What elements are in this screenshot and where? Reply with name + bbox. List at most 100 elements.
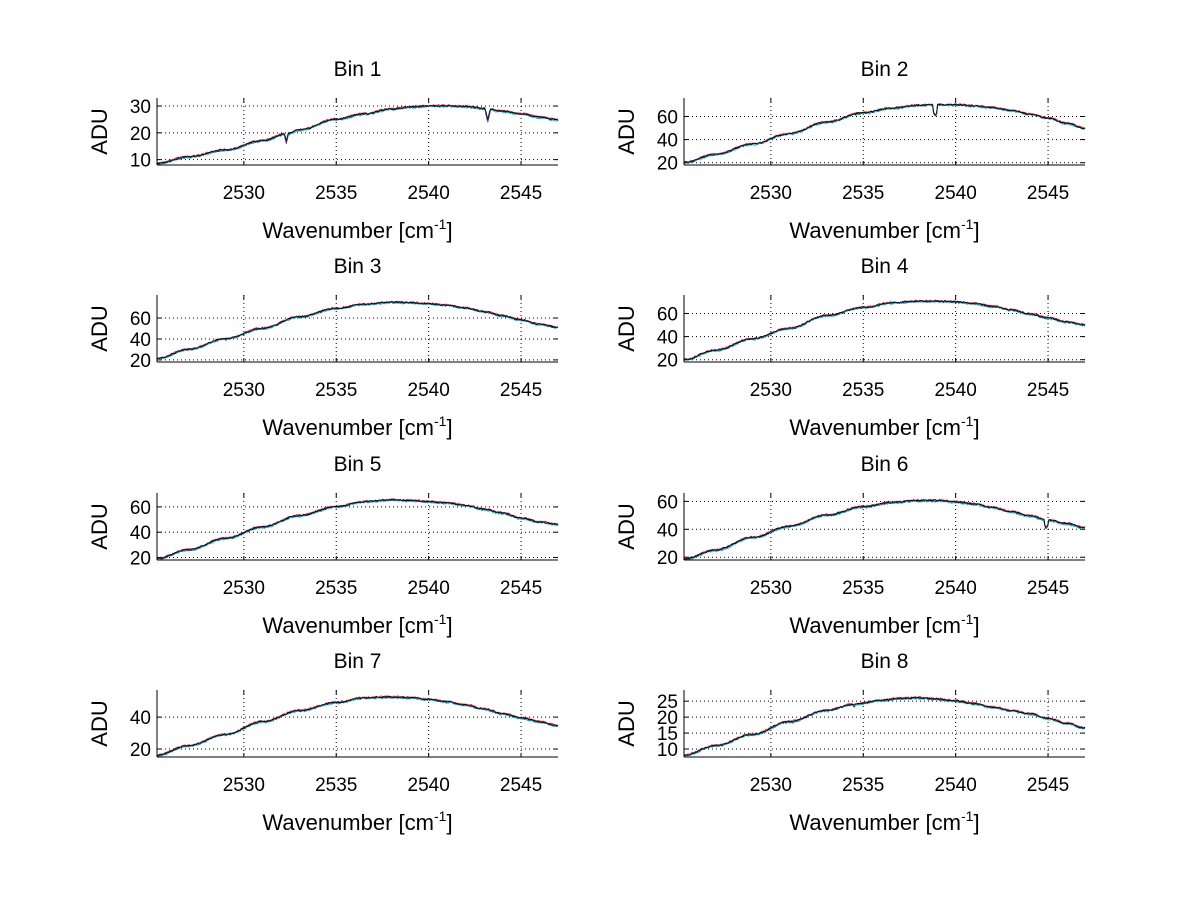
y-tick-label: 60: [657, 492, 678, 513]
x-tick-label: 2530: [750, 578, 792, 599]
y-tick-label: 40: [130, 330, 151, 351]
y-axis-label: ADU: [614, 700, 639, 746]
series-line-3: [156, 301, 559, 361]
x-tick-label: 2535: [842, 183, 884, 204]
x-tick-label: 2540: [408, 380, 450, 401]
series-line-4: [156, 104, 559, 165]
subplot-7: 2530 2535 2540 2545 20 40 Bin 7 Wavenumber [cm-…: [87, 650, 559, 835]
series-line-4: [683, 499, 1086, 561]
subplot-6: 2530 2535 2540 2545 20 40 60 Bin 6 Wavenumber [c…: [614, 453, 1086, 638]
x-tick-label: 2540: [408, 775, 450, 796]
x-axis-label: Wavenumber [cm-1]: [789, 216, 979, 243]
y-tick-label: 60: [657, 304, 678, 325]
series-line-1: [683, 696, 1086, 757]
x-tick-label: 2530: [750, 775, 792, 796]
x-tick-label: 2545: [1027, 183, 1069, 204]
series-line-2: [156, 498, 558, 559]
y-tick-label: 20: [130, 740, 151, 761]
x-tick-label: 2530: [223, 380, 265, 401]
x-tick-label: 2530: [223, 578, 265, 599]
series-line-2: [156, 104, 559, 164]
series-line-3: [156, 696, 559, 757]
y-tick-label: 40: [130, 523, 151, 544]
chart-title: Bin 8: [861, 650, 909, 673]
series-line-4: [156, 695, 559, 757]
x-axis-label: Wavenumber [cm-1]: [262, 808, 452, 835]
series-line-3: [683, 300, 1086, 361]
x-tick-label: 2540: [408, 578, 450, 599]
x-tick-label: 2545: [500, 380, 542, 401]
x-axis-label: Wavenumber [cm-1]: [789, 413, 979, 440]
x-tick-label: 2540: [935, 183, 977, 204]
y-tick-label: 20: [130, 124, 151, 145]
y-axis-label: ADU: [614, 503, 639, 549]
y-axis-label: ADU: [87, 503, 112, 549]
series-line-4: [683, 103, 1086, 163]
y-tick-label: 20: [130, 351, 151, 372]
series-line-1: [156, 301, 558, 360]
y-axis-label: ADU: [614, 305, 639, 351]
y-tick-label: 20: [657, 351, 678, 372]
series-line-1: [683, 300, 1086, 361]
y-tick-label: 20: [130, 548, 151, 569]
y-tick-label: 40: [657, 520, 678, 541]
y-axis-label: ADU: [87, 700, 112, 746]
x-axis-label: Wavenumber [cm-1]: [262, 216, 452, 243]
series-line-2: [683, 103, 1086, 164]
x-tick-label: 2530: [223, 775, 265, 796]
x-tick-label: 2545: [1027, 578, 1069, 599]
y-tick-label: 10: [130, 151, 151, 172]
series-line-2: [156, 695, 559, 756]
y-axis-label: ADU: [614, 108, 639, 154]
y-tick-label: 60: [130, 309, 151, 330]
x-tick-label: 2535: [842, 775, 884, 796]
chart-title: Bin 3: [334, 255, 382, 278]
y-tick-label: 40: [130, 708, 151, 729]
y-tick-label: 20: [657, 708, 678, 729]
chart-title: Bin 4: [861, 255, 909, 278]
y-tick-label: 20: [657, 548, 678, 569]
x-tick-label: 2535: [315, 775, 357, 796]
series-line-4: [156, 300, 559, 359]
y-tick-label: 15: [657, 724, 678, 745]
series-line-2: [683, 696, 1086, 756]
y-axis-label: ADU: [87, 305, 112, 351]
x-tick-label: 2540: [935, 578, 977, 599]
series-line-3: [157, 499, 559, 561]
series-line-3: [683, 697, 1086, 757]
chart-title: Bin 1: [334, 58, 382, 81]
x-tick-label: 2545: [500, 775, 542, 796]
series-line-1: [683, 499, 1086, 561]
x-axis-label: Wavenumber [cm-1]: [262, 413, 452, 440]
y-tick-label: 10: [657, 740, 678, 761]
x-tick-label: 2535: [842, 380, 884, 401]
chart-title: Bin 2: [861, 58, 909, 81]
series-line-3: [683, 500, 1086, 561]
x-axis-label: Wavenumber [cm-1]: [262, 611, 452, 638]
chart-title: Bin 5: [334, 453, 382, 476]
x-tick-label: 2535: [315, 380, 357, 401]
y-tick-label: 20: [657, 154, 678, 175]
x-axis-label: Wavenumber [cm-1]: [789, 611, 979, 638]
y-tick-label: 60: [130, 498, 151, 519]
x-tick-label: 2545: [1027, 775, 1069, 796]
subplot-5: 2530 2535 2540 2545 20 40 60 Bin 5 Wavenumber [c…: [87, 453, 559, 638]
x-tick-label: 2530: [750, 183, 792, 204]
x-tick-label: 2535: [842, 578, 884, 599]
y-tick-label: 60: [657, 107, 678, 128]
x-axis-label: Wavenumber [cm-1]: [789, 808, 979, 835]
y-tick-label: 40: [657, 328, 678, 349]
subplot-1: 2530 2535 2540 2545 10 20 30 Bin 1 Wavenumber [c…: [87, 58, 559, 243]
series-line-4: [683, 299, 1086, 361]
x-tick-label: 2545: [500, 183, 542, 204]
x-tick-label: 2530: [750, 380, 792, 401]
x-tick-label: 2545: [1027, 380, 1069, 401]
series-line-1: [156, 696, 558, 756]
x-tick-label: 2545: [500, 578, 542, 599]
series-line-2: [683, 299, 1086, 360]
y-axis-label: ADU: [87, 108, 112, 154]
